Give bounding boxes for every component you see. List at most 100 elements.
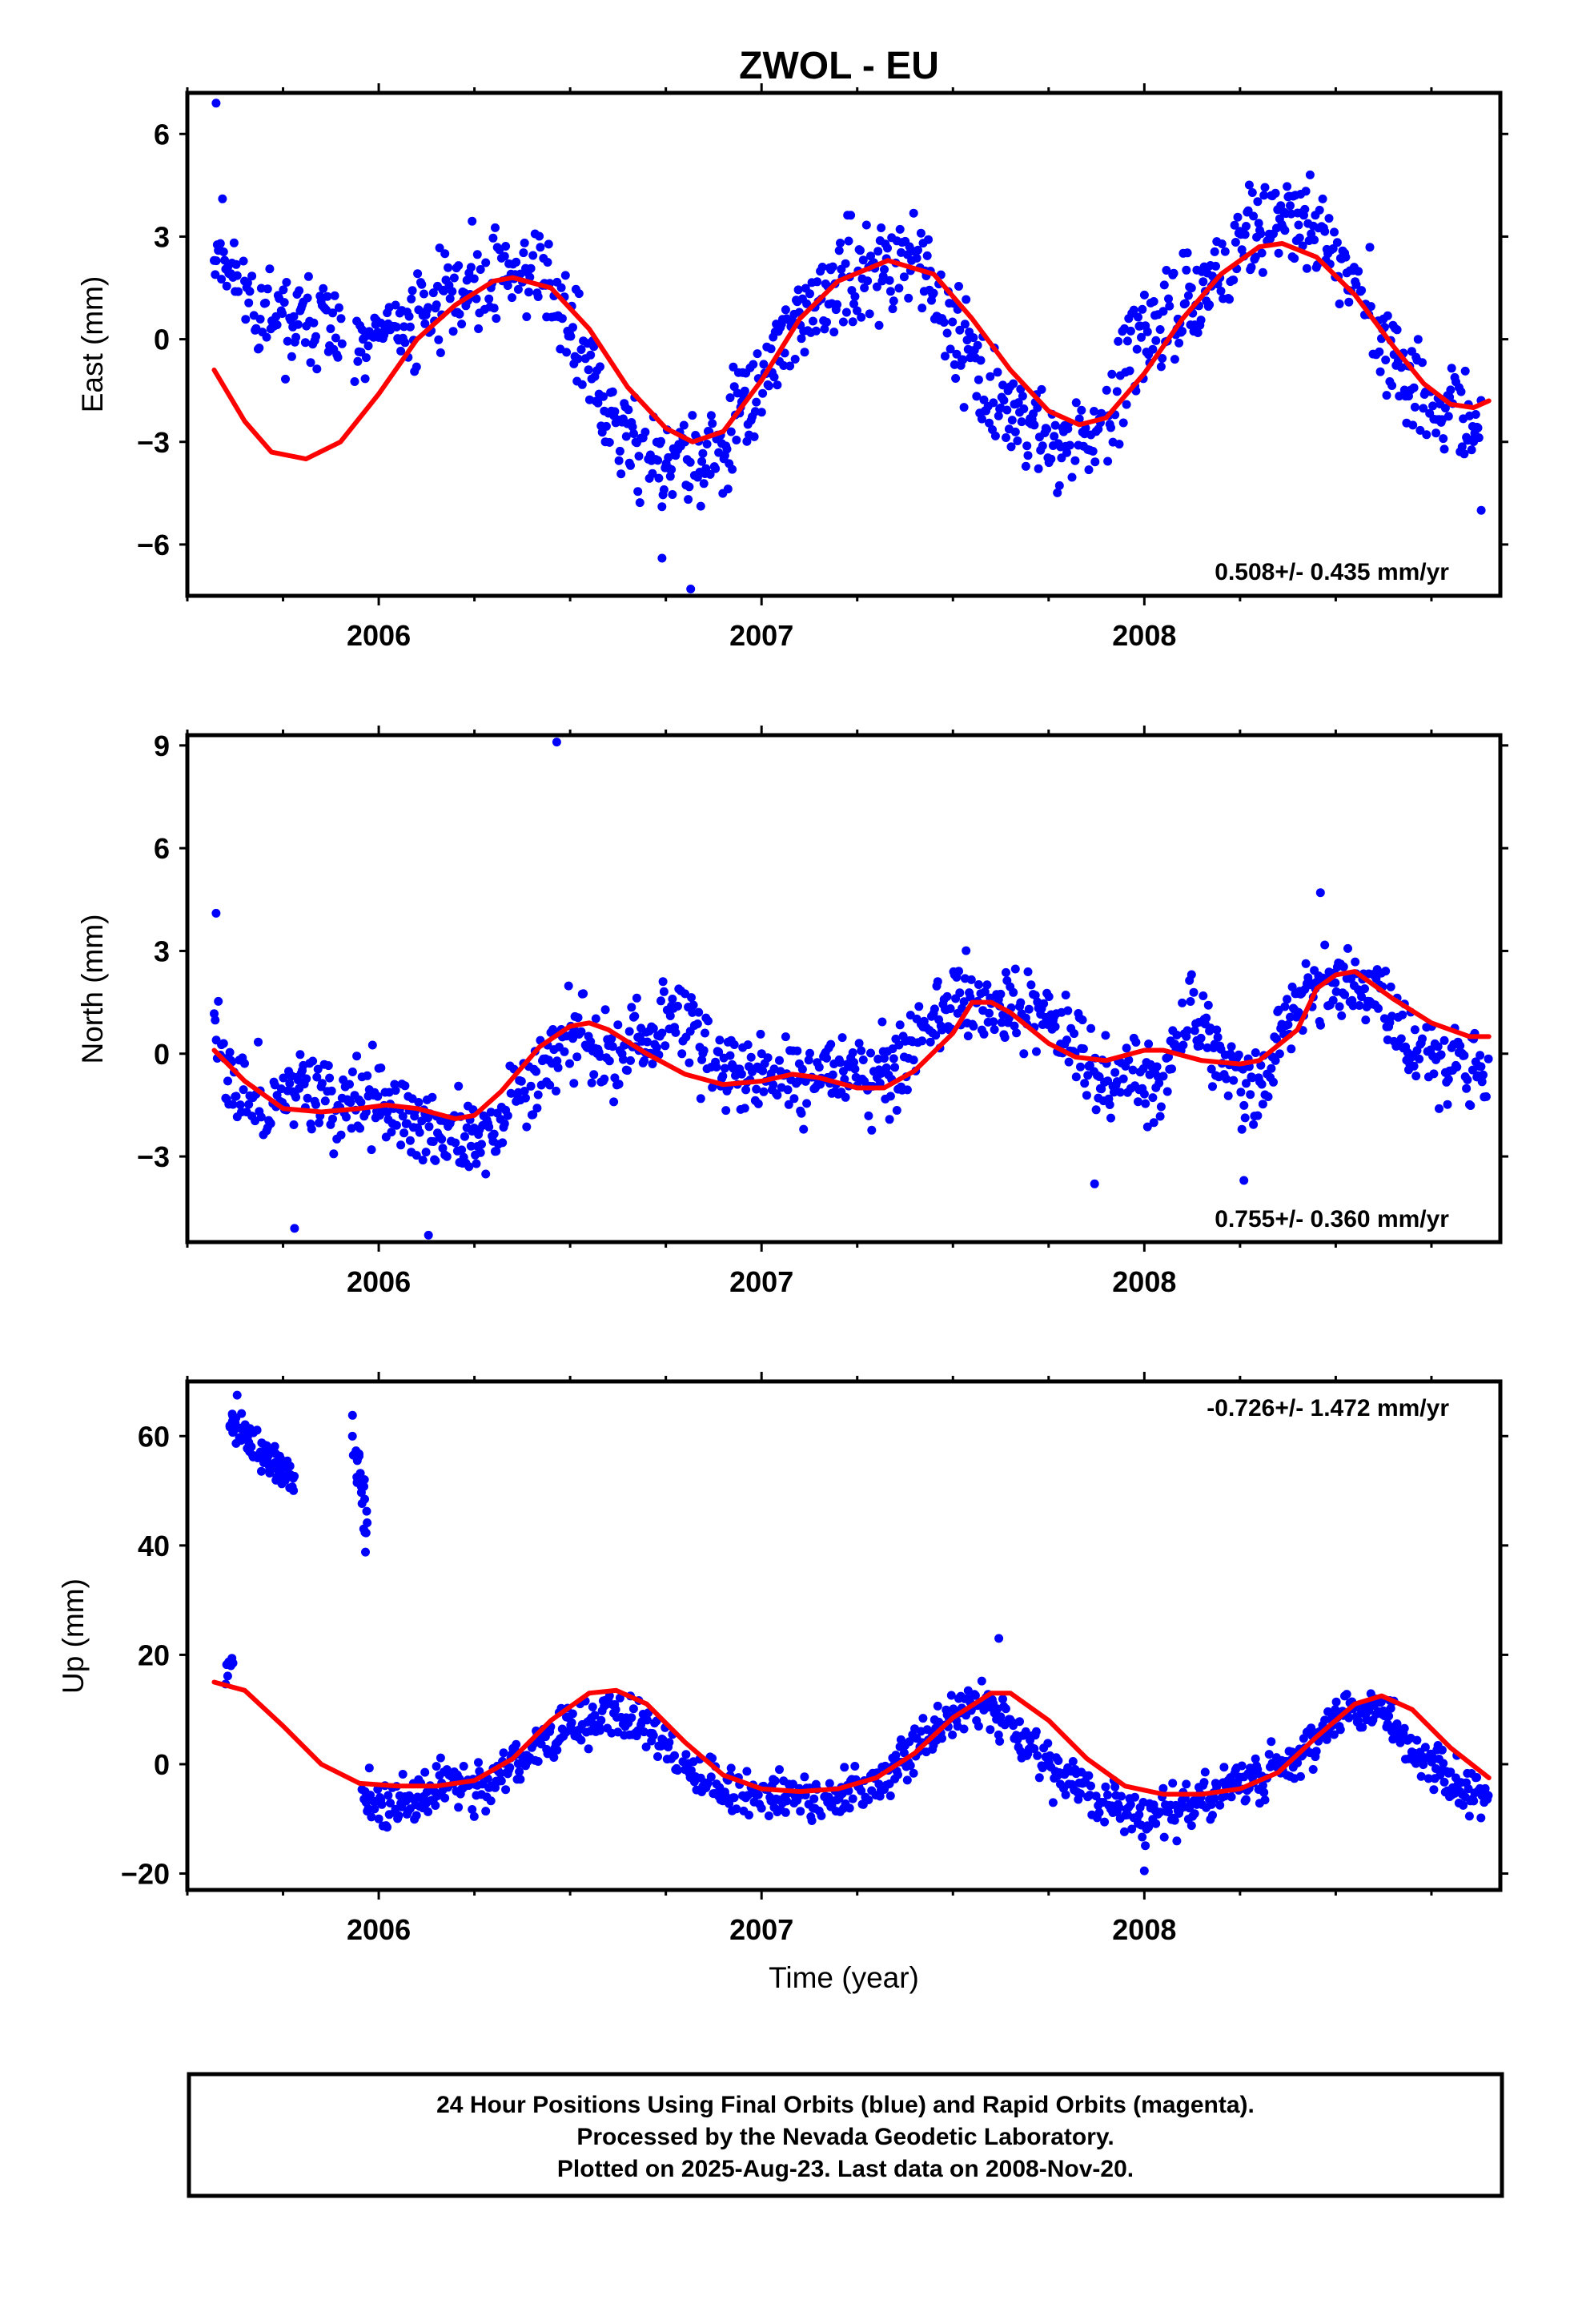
north-data-point xyxy=(880,1054,889,1063)
east-data-point xyxy=(488,233,498,243)
east-data-point xyxy=(616,469,626,479)
north-data-point xyxy=(648,1023,658,1033)
east-data-point xyxy=(1460,449,1469,459)
up-data-point xyxy=(891,1751,901,1760)
east-data-point xyxy=(822,317,831,327)
north-data-point xyxy=(1122,1043,1131,1053)
east-data-point xyxy=(1169,268,1178,278)
north-data-point xyxy=(346,1098,355,1108)
north-data-point xyxy=(1272,1034,1281,1043)
up-data-point xyxy=(789,1779,797,1789)
east-data-point xyxy=(1256,229,1266,239)
east-data-point xyxy=(1225,295,1234,304)
east-data-point xyxy=(512,257,521,267)
east-data-point xyxy=(593,398,603,408)
up-data-point xyxy=(1484,1791,1493,1800)
up-data-point xyxy=(1420,1743,1430,1752)
north-data-point xyxy=(291,1092,301,1102)
north-data-point xyxy=(211,908,221,918)
east-data-point xyxy=(667,464,677,474)
east-data-point xyxy=(846,211,856,220)
north-data-point xyxy=(694,1007,704,1017)
east-data-point xyxy=(640,428,650,436)
east-data-point xyxy=(336,314,346,324)
up-data-point xyxy=(743,1791,753,1800)
up-data-point xyxy=(1219,1763,1229,1772)
north-data-point xyxy=(591,1014,600,1023)
east-data-point xyxy=(1021,461,1030,471)
north-data-point xyxy=(1283,1020,1293,1029)
east-data-point xyxy=(951,374,961,383)
north-data-point xyxy=(424,1230,433,1240)
up-data-point xyxy=(1158,1783,1168,1793)
north-data-point xyxy=(693,1019,702,1028)
up-data-point xyxy=(552,1745,562,1755)
up-data-point xyxy=(807,1816,817,1825)
east-data-point xyxy=(948,317,958,327)
north-data-point xyxy=(1409,1061,1419,1071)
up-data-point xyxy=(1091,1791,1101,1801)
north-data-point xyxy=(989,1017,998,1027)
east-data-point xyxy=(779,361,789,370)
north-data-point xyxy=(881,1063,891,1072)
chart-title: ZWOL - EU xyxy=(739,45,939,87)
east-data-point xyxy=(656,436,665,446)
north-data-point xyxy=(1271,1055,1280,1065)
north-data-point xyxy=(1328,995,1338,1005)
east-data-point xyxy=(657,553,667,563)
east-data-point xyxy=(1330,227,1339,237)
north-data-point xyxy=(668,995,677,1003)
east-data-point xyxy=(1018,392,1027,401)
north-data-point xyxy=(290,1224,299,1233)
up-data-point xyxy=(770,1776,780,1786)
north-data-point xyxy=(720,1063,729,1073)
north-data-point xyxy=(1253,1111,1263,1120)
east-data-point xyxy=(1383,311,1392,320)
east-data-point xyxy=(283,336,292,346)
east-data-point xyxy=(417,279,427,289)
up-data-point xyxy=(742,1767,752,1776)
east-data-point xyxy=(291,332,301,342)
up-data-point xyxy=(1439,1777,1449,1787)
north-data-point xyxy=(352,1051,362,1061)
east-data-point xyxy=(1088,447,1098,456)
east-data-point xyxy=(1142,327,1152,336)
up-data-point xyxy=(708,1754,717,1763)
up-data-point xyxy=(1200,1767,1210,1777)
north-data-point xyxy=(889,1054,898,1063)
up-data-point xyxy=(412,1811,421,1820)
north-data-point xyxy=(715,1035,725,1045)
up-data-point xyxy=(257,1448,267,1457)
north-data-point xyxy=(955,988,965,998)
north-data-point xyxy=(317,1079,327,1088)
east-data-point xyxy=(439,286,448,296)
up-data-point xyxy=(232,1390,242,1400)
up-data-point xyxy=(782,1796,792,1806)
east-data-point xyxy=(391,300,400,310)
east-data-point xyxy=(1274,248,1283,258)
north-data-point xyxy=(1101,1031,1110,1040)
north-data-point xyxy=(1301,959,1311,968)
north-data-point xyxy=(1283,995,1292,1004)
east-data-point xyxy=(805,289,814,299)
north-data-point xyxy=(1436,1050,1446,1059)
up-data-point xyxy=(1395,1738,1405,1747)
up-data-point xyxy=(902,1775,912,1785)
up-data-point xyxy=(1437,1745,1447,1755)
up-data-point xyxy=(1110,1782,1120,1791)
up-panel: 60 40 20 0 −20 2006 2007 2008 Up (mm) -0.726+/- 1… xyxy=(57,1372,1508,1994)
footer-frame xyxy=(187,2072,1504,2198)
east-data-point xyxy=(516,269,525,279)
up-data-point xyxy=(1342,1690,1351,1699)
east-data-point xyxy=(1310,235,1319,245)
north-data-point xyxy=(773,1091,782,1100)
east-data-point xyxy=(1473,423,1483,432)
north-data-point xyxy=(632,993,641,1003)
north-data-point xyxy=(1339,962,1348,971)
up-data-point xyxy=(840,1763,849,1772)
north-data-point xyxy=(1479,1070,1488,1080)
up-data-point xyxy=(1127,1824,1137,1834)
east-data-point xyxy=(405,322,415,332)
east-data-point xyxy=(1257,248,1267,258)
north-data-point xyxy=(759,1087,769,1096)
